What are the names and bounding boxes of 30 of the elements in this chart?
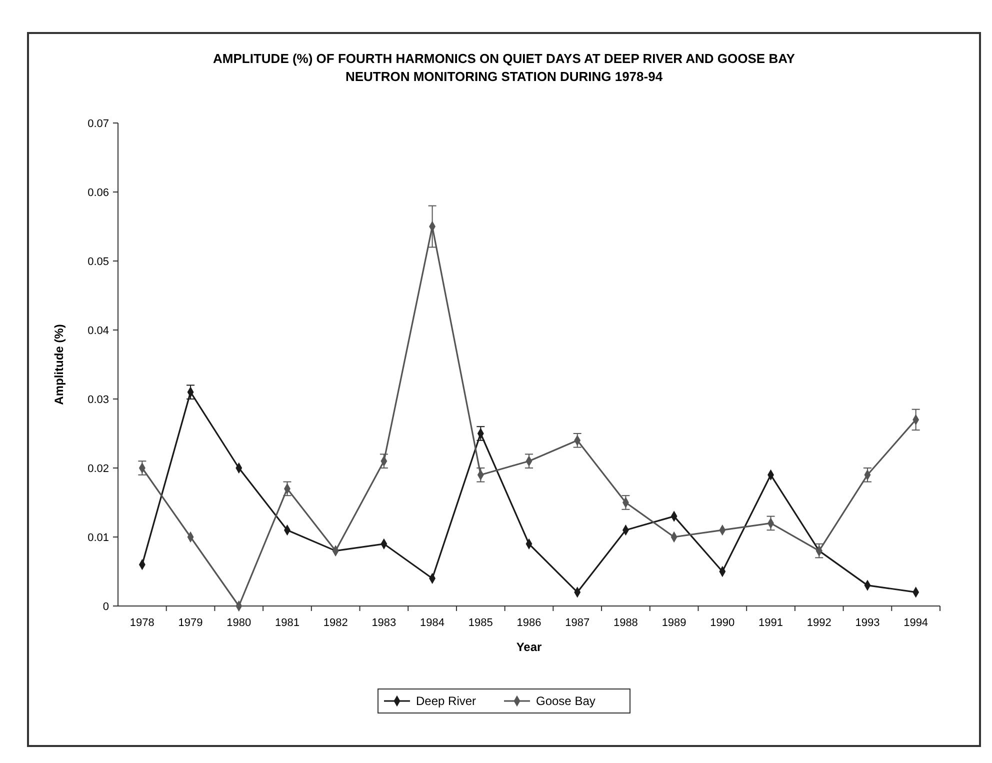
x-tick-label: 1981 <box>274 617 300 629</box>
x-tick-label: 1980 <box>226 617 252 629</box>
legend-label: Deep River <box>416 694 476 708</box>
legend-label: Goose Bay <box>536 694 596 708</box>
x-tick-label: 1979 <box>178 617 203 629</box>
y-tick-label: 0.04 <box>88 324 109 337</box>
x-tick-label: 1990 <box>710 617 735 629</box>
y-tick-label: 0.01 <box>88 532 109 544</box>
x-axis-title: Year <box>516 640 542 654</box>
x-tick-label: 1982 <box>323 617 348 629</box>
x-tick-label: 1991 <box>758 617 784 629</box>
y-tick-label: 0.02 <box>88 462 109 475</box>
x-tick-label: 1993 <box>855 617 880 629</box>
y-tick-label: 0.07 <box>88 118 109 130</box>
y-tick-label: 0.06 <box>88 186 109 199</box>
x-tick-label: 1988 <box>613 617 638 629</box>
x-tick-label: 1985 <box>468 617 493 629</box>
x-tick-label: 1994 <box>904 617 928 629</box>
x-tick-label: 1983 <box>372 617 396 629</box>
x-tick-label: 1989 <box>662 617 686 629</box>
x-tick-label: 1984 <box>420 617 445 629</box>
x-tick-label: 1987 <box>565 617 590 629</box>
x-tick-label: 1986 <box>516 617 542 629</box>
y-axis-title: Amplitude (%) <box>52 324 66 405</box>
y-tick-label: 0 <box>102 600 109 613</box>
chart-title: AMPLITUDE (%) OF FOURTH HARMONICS ON QUIET DAYS AT DEEP RIVER AND GOOSE BAY NEUTRON MONITORING STATION DURING 1978-94 <box>213 51 796 84</box>
x-tick-label: 1978 <box>130 617 154 629</box>
y-tick-label: 0.03 <box>88 394 109 406</box>
y-tick-label: 0.05 <box>88 256 109 268</box>
x-tick-label: 1992 <box>806 617 832 629</box>
